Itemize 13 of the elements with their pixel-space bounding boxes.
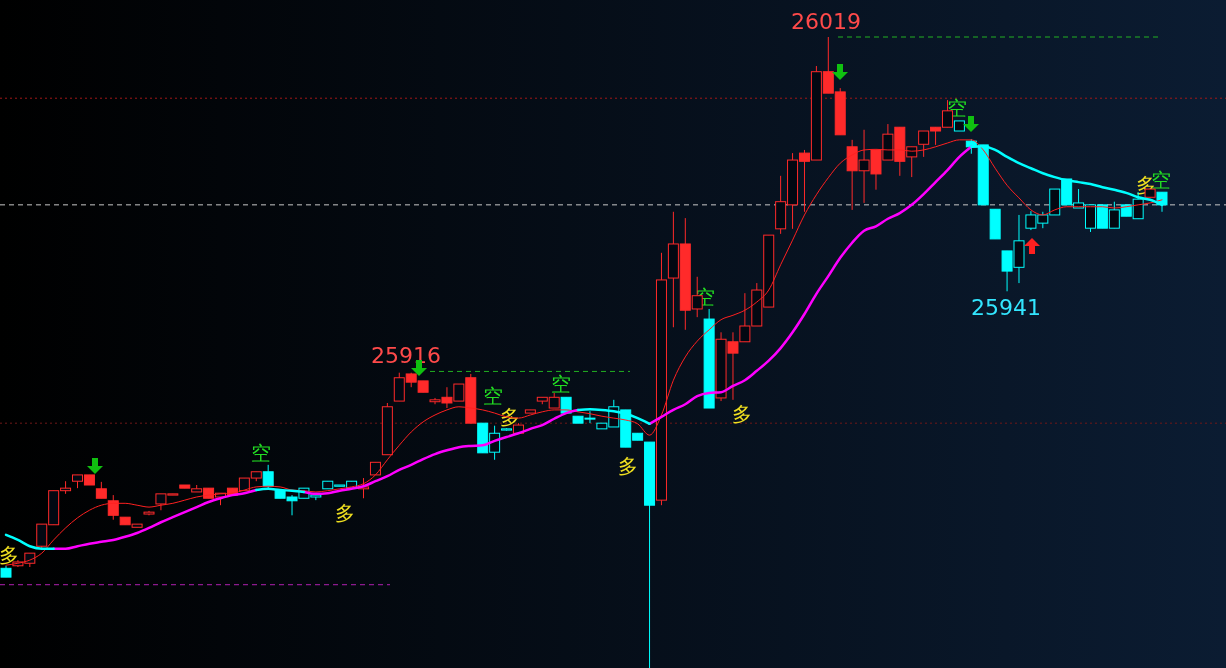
candlestick [262, 464, 274, 489]
annotation: 空 [551, 372, 571, 396]
annotation: 25916 [371, 343, 441, 368]
annotation: 空 [251, 441, 271, 465]
annotation: 空 [483, 384, 503, 408]
candlestick [107, 494, 119, 521]
annotation: 多 [732, 402, 752, 426]
text: 26019 [791, 9, 861, 34]
annotation: 多 [618, 454, 638, 478]
annotation: 多 [0, 543, 19, 567]
annotation: 25941 [971, 295, 1041, 320]
annotation: 多 [335, 501, 355, 525]
annotation: 空 [947, 96, 967, 120]
